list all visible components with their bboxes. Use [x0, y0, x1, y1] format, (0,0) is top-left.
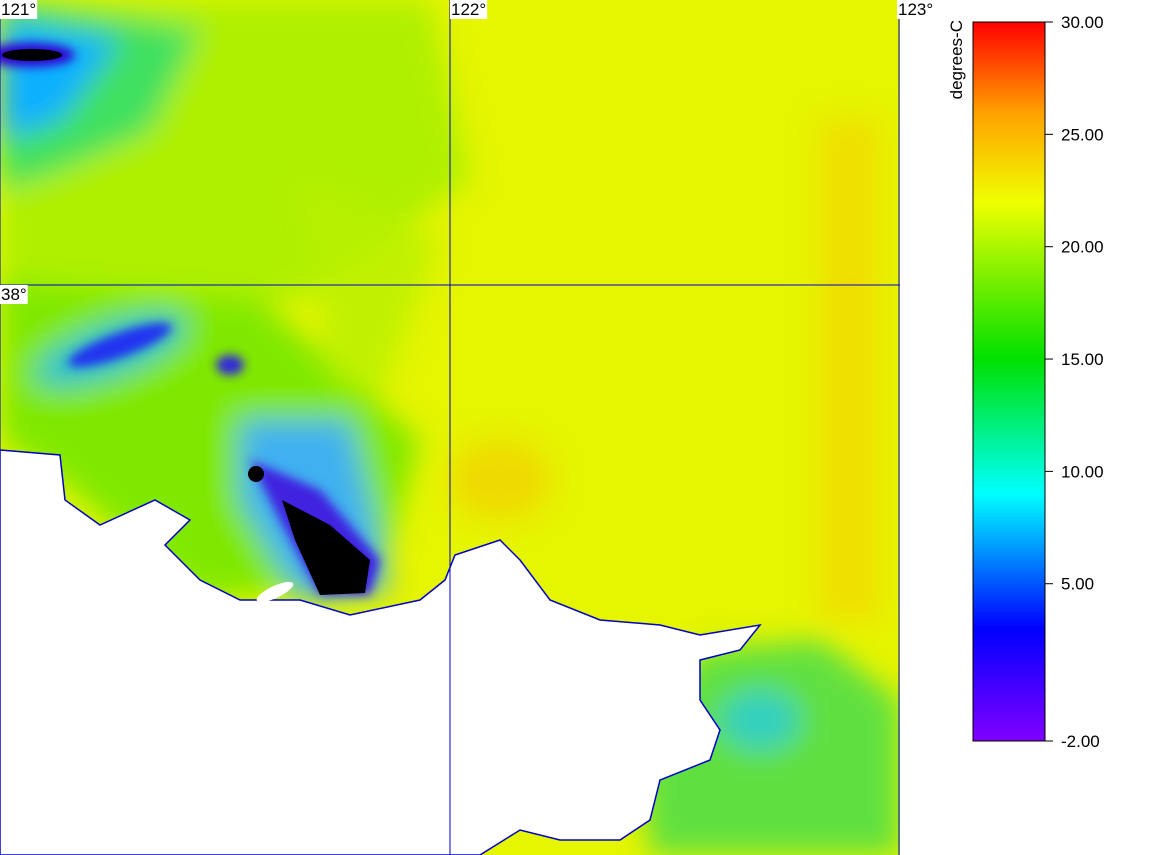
grid-label: 38° — [0, 285, 28, 304]
colorbar-tick-label: 30.00 — [1061, 13, 1104, 32]
grid-label: 122° — [450, 0, 488, 19]
colorbar-label: degrees-C — [947, 20, 966, 99]
colorbar-tick-label: 25.00 — [1061, 125, 1104, 144]
label-bg — [0, 0, 38, 19]
colorbar-tick-label: -2.00 — [1061, 732, 1100, 751]
colorbar-tick-label: 20.00 — [1061, 238, 1104, 257]
label-bg — [897, 0, 935, 19]
label-bg — [450, 0, 488, 19]
colorbar-tick-label: 15.00 — [1061, 350, 1104, 369]
colorbar-tick-label: 5.00 — [1061, 575, 1094, 594]
colorbar — [972, 21, 1046, 742]
grid-label-text: 121° — [1, 0, 36, 19]
label-bg — [0, 285, 28, 304]
grid-label: 123° — [897, 0, 935, 19]
grid-label-text: 38° — [1, 285, 27, 304]
grid-label-text: 122° — [451, 0, 486, 19]
sst-field — [0, 0, 900, 855]
grid-label: 121° — [0, 0, 38, 19]
grid-label-text: 123° — [898, 0, 933, 19]
colorbar-tick-label: 10.00 — [1061, 462, 1104, 481]
